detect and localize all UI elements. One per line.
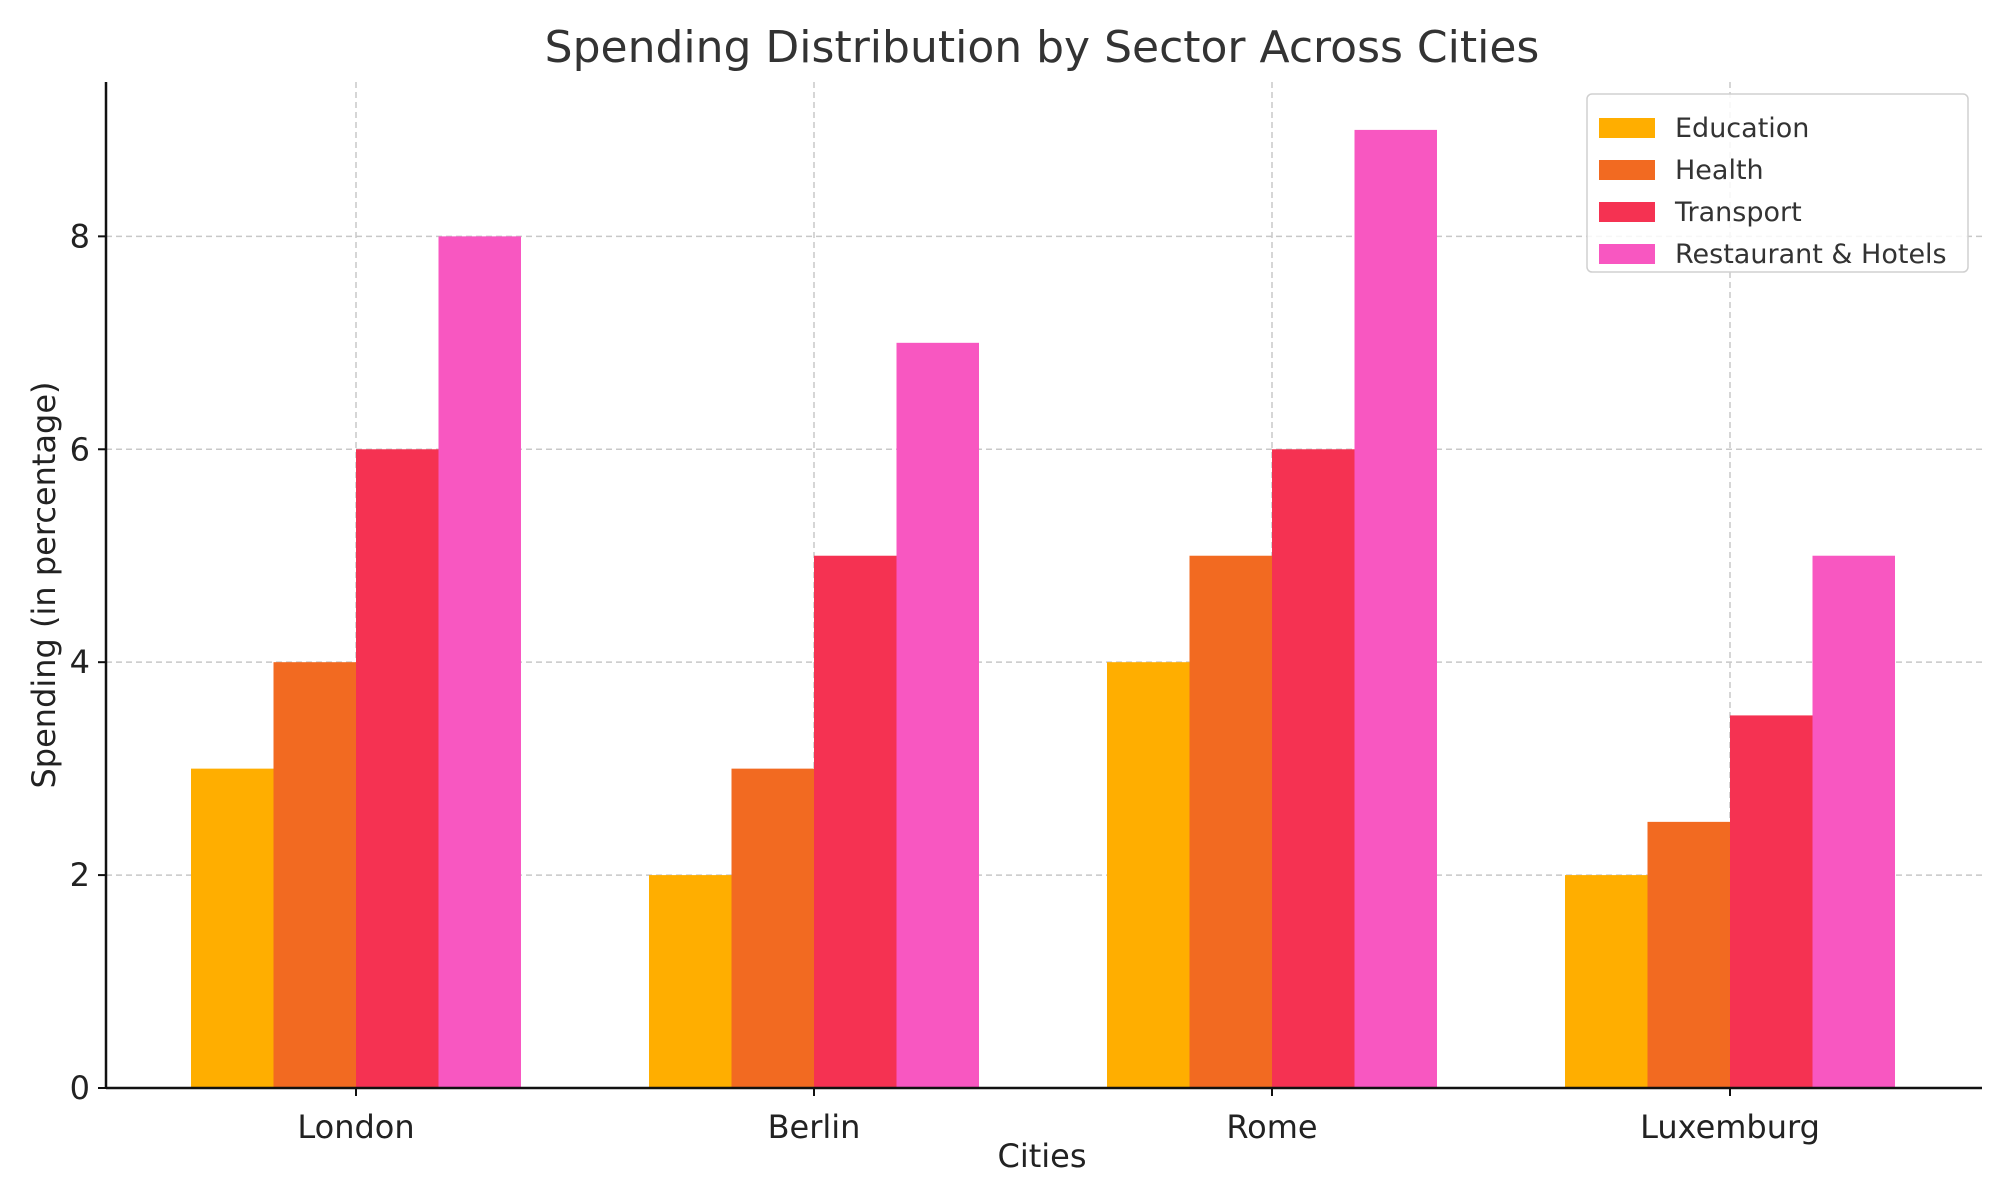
x-tick-label: Luxemburg xyxy=(1640,1108,1820,1146)
bar-restaurant-hotels-rome xyxy=(1354,129,1437,1088)
y-tick-label: 8 xyxy=(70,217,90,255)
legend-swatch xyxy=(1599,244,1655,264)
x-tick-label: Berlin xyxy=(768,1108,861,1146)
bar-transport-luxemburg xyxy=(1730,715,1813,1088)
legend-label: Education xyxy=(1675,113,1809,144)
bar-transport-berlin xyxy=(814,555,897,1088)
bar-restaurant-hotels-london xyxy=(438,236,521,1088)
x-tick-label: London xyxy=(297,1108,414,1146)
bar-education-berlin xyxy=(649,875,732,1088)
y-tick-label: 6 xyxy=(70,430,90,468)
y-axis-label: Spending (in percentage) xyxy=(25,381,63,788)
bar-transport-london xyxy=(356,449,439,1088)
bar-health-luxemburg xyxy=(1647,821,1730,1088)
legend-swatch xyxy=(1599,202,1655,222)
x-tick-label: Rome xyxy=(1226,1108,1317,1146)
bar-health-berlin xyxy=(731,768,814,1088)
bars xyxy=(191,129,1895,1088)
bar-transport-rome xyxy=(1272,449,1355,1088)
legend-label: Transport xyxy=(1674,197,1802,228)
y-tick-label: 2 xyxy=(70,856,90,894)
legend-frame xyxy=(1586,93,1969,273)
legend-label: Restaurant & Hotels xyxy=(1675,239,1947,270)
y-tick-label: 4 xyxy=(70,643,90,681)
bar-education-london xyxy=(191,768,274,1088)
axes xyxy=(98,82,1982,1096)
x-axis-label: Cities xyxy=(997,1137,1086,1175)
y-tick-label: 0 xyxy=(70,1069,90,1107)
bar-health-rome xyxy=(1189,555,1272,1088)
bar-education-luxemburg xyxy=(1565,875,1648,1088)
bar-education-rome xyxy=(1107,662,1190,1088)
legend-swatch xyxy=(1599,160,1655,180)
bar-restaurant-hotels-berlin xyxy=(896,342,979,1088)
legend-swatch xyxy=(1599,118,1655,138)
legend: Education Health Transport Restaurant & Hot… xyxy=(1586,93,1969,273)
legend-label: Health xyxy=(1675,155,1764,186)
chart-title: Spending Distribution by Sector Across C… xyxy=(545,22,1540,73)
bar-restaurant-hotels-luxemburg xyxy=(1812,555,1895,1088)
tick-labels: 0 2 4 6 8 London Berlin Rome Luxemburg xyxy=(70,217,1820,1146)
bar-health-london xyxy=(273,662,356,1088)
